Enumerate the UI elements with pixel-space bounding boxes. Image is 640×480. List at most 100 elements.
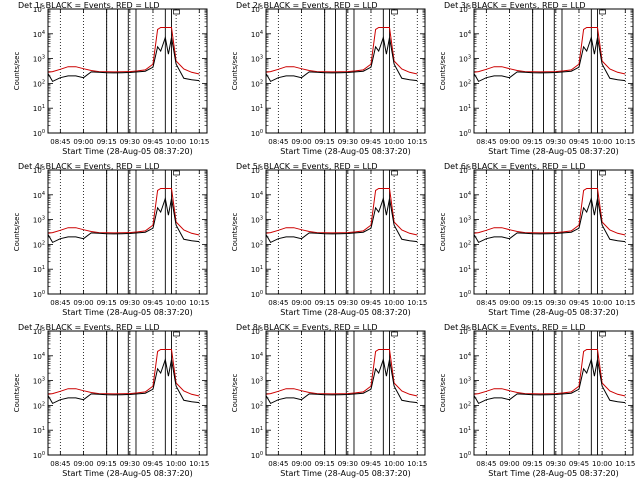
x-tick-label: 09:00 [499,299,519,307]
y-tick-label: 101 [251,265,263,274]
legend-marker-box [599,170,606,176]
events-series-line [47,35,200,83]
x-axis-label: Start Time (28-Aug-05 08:37:20) [280,147,411,156]
y-tick-label: 105 [33,166,45,175]
panel-7: Det 7r BLACK = Events, RED = LLD Counts/s… [13,323,209,478]
y-axis-label: Counts/sec [13,374,21,413]
y-tick-label: 103 [459,377,471,386]
y-axis-label: Counts/sec [231,52,239,91]
x-tick-label: 10:15 [615,460,635,468]
x-tick-label: 09:30 [120,299,140,307]
y-tick-label: 104 [33,30,45,39]
y-tick-label: 100 [33,129,45,138]
x-tick-label: 09:00 [291,138,311,146]
panel-title: Det 9r BLACK = Events, RED = LLD [444,323,586,332]
legend-marker-box [391,9,398,15]
events-series-line [47,196,200,244]
x-tick-label: 09:30 [338,299,358,307]
y-tick-label: 103 [33,216,45,225]
plot-frame [473,169,634,295]
y-tick-label: 100 [459,451,471,460]
x-tick-label: 08:45 [50,460,70,468]
plot-frame [473,330,634,456]
x-tick-label: 10:00 [166,138,186,146]
x-tick-label: 08:45 [268,299,288,307]
x-tick-label: 09:00 [73,460,93,468]
y-tick-label: 101 [33,426,45,435]
y-tick-label: 100 [459,290,471,299]
x-tick-label: 09:45 [143,138,163,146]
events-series-line [265,196,418,244]
panel-9: Det 9r BLACK = Events, RED = LLD Counts/s… [439,323,635,478]
x-axis-label: Start Time (28-Aug-05 08:37:20) [280,469,411,478]
x-tick-label: 09:00 [73,138,93,146]
x-tick-label: 09:00 [73,299,93,307]
x-tick-label: 09:30 [338,138,358,146]
y-tick-label: 100 [251,451,263,460]
x-tick-label: 10:15 [615,299,635,307]
x-tick-label: 10:15 [407,460,427,468]
panel-4: Det 4r BLACK = Events, RED = LLD Counts/s… [13,162,209,317]
y-tick-label: 104 [251,30,263,39]
x-axis-label: Start Time (28-Aug-05 08:37:20) [62,147,193,156]
x-tick-label: 09:00 [499,138,519,146]
lld-series-line [473,188,626,236]
panel-8: Det 8r BLACK = Events, RED = LLD Counts/s… [231,323,427,478]
lld-series-line [265,188,418,236]
x-tick-label: 09:30 [338,460,358,468]
x-tick-label: 09:45 [569,138,589,146]
y-tick-label: 102 [33,240,45,249]
panel-6: Det 6r BLACK = Events, RED = LLD Counts/s… [439,162,635,317]
x-tick-label: 09:00 [291,299,311,307]
x-axis-label: Start Time (28-Aug-05 08:37:20) [488,147,619,156]
x-tick-label: 08:45 [268,460,288,468]
y-tick-label: 105 [459,327,471,336]
lld-series-line [47,349,200,397]
x-tick-label: 09:00 [499,460,519,468]
events-series-line [265,35,418,83]
x-tick-label: 10:15 [407,138,427,146]
x-tick-label: 09:15 [523,460,543,468]
plot-frame [47,169,208,295]
y-tick-label: 102 [33,401,45,410]
panel-title: Det 4r BLACK = Events, RED = LLD [18,162,160,171]
x-tick-label: 09:45 [361,299,381,307]
x-tick-label: 09:45 [569,299,589,307]
y-tick-label: 100 [459,129,471,138]
y-tick-label: 103 [459,216,471,225]
y-axis-label: Counts/sec [439,374,447,413]
lld-series-line [47,188,200,236]
panel-2: Det 2r BLACK = Events, RED = LLD Counts/s… [231,1,427,156]
x-tick-label: 09:00 [291,460,311,468]
x-tick-label: 10:15 [189,138,209,146]
legend-marker-box [173,331,180,337]
x-tick-label: 08:45 [268,138,288,146]
legend-marker-box [173,9,180,15]
legend-marker-box [391,170,398,176]
y-tick-label: 102 [33,79,45,88]
y-tick-label: 103 [459,55,471,64]
x-tick-label: 09:45 [143,460,163,468]
legend-marker-box [599,9,606,15]
y-tick-label: 101 [33,104,45,113]
events-series-line [265,357,418,405]
x-tick-label: 09:30 [546,138,566,146]
y-tick-label: 101 [33,265,45,274]
y-tick-label: 104 [459,30,471,39]
y-tick-label: 101 [251,426,263,435]
legend-marker-box [599,331,606,337]
x-tick-label: 09:30 [546,460,566,468]
x-axis-label: Start Time (28-Aug-05 08:37:20) [62,469,193,478]
y-tick-label: 102 [251,79,263,88]
y-tick-label: 104 [33,352,45,361]
x-tick-label: 10:00 [166,299,186,307]
y-axis-label: Counts/sec [439,213,447,252]
panel-title: Det 5r BLACK = Events, RED = LLD [236,162,378,171]
plot-frame [265,169,426,295]
x-tick-label: 10:15 [189,299,209,307]
y-tick-label: 100 [33,451,45,460]
x-tick-label: 09:45 [569,460,589,468]
y-tick-label: 103 [251,216,263,225]
x-tick-label: 09:15 [523,138,543,146]
y-tick-label: 104 [251,352,263,361]
